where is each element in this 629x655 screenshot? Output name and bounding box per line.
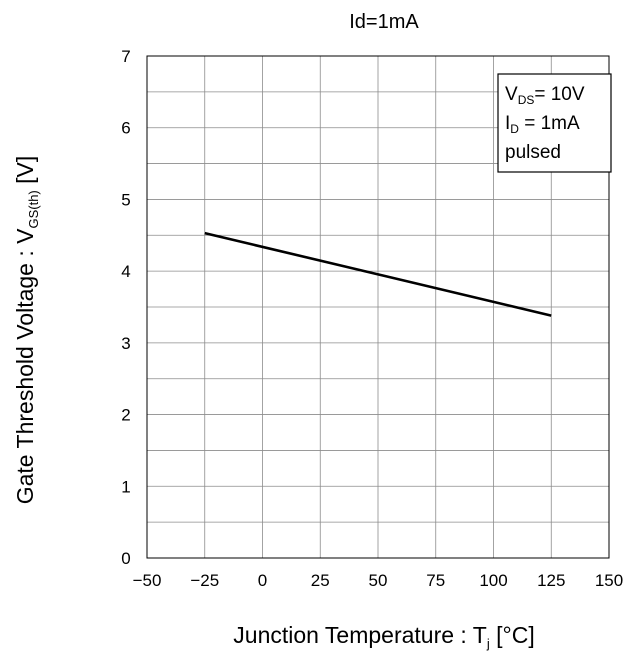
y-tick-label: 0: [121, 549, 130, 568]
y-tick-label: 4: [121, 262, 130, 281]
svg-text:Gate Threshold Voltage : VGS(t: Gate Threshold Voltage : VGS(th) [V]: [12, 156, 41, 505]
x-tick-label: 75: [426, 571, 445, 590]
y-tick-label: 7: [121, 47, 130, 66]
x-tick-label: 25: [311, 571, 330, 590]
legend-line-pulsed: pulsed: [505, 142, 561, 163]
legend-box: VDS= 10V ID = 1mA pulsed: [497, 73, 612, 173]
legend-line-vds: VDS= 10V: [505, 84, 585, 107]
svg-text:Junction Temperature : Tj [°C]: Junction Temperature : Tj [°C]: [233, 622, 534, 651]
x-axis-label-main: Junction Temperature : T: [233, 622, 487, 648]
y-tick-labels: 0 1 2 3 4 5 6 7: [121, 47, 130, 568]
legend-line-vds-main: V: [505, 84, 518, 105]
x-tick-label: 125: [537, 571, 565, 590]
x-axis-label-sub: j: [486, 636, 490, 651]
y-tick-label: 3: [121, 334, 130, 353]
y-axis-label-unit: [V]: [12, 156, 38, 191]
chart-title: Id=1mA: [349, 11, 419, 33]
y-tick-label: 6: [121, 119, 130, 138]
legend-line-id-sub: D: [510, 122, 519, 136]
x-tick-label: 0: [258, 571, 267, 590]
x-tick-label: −50: [133, 571, 162, 590]
x-tick-label: −25: [190, 571, 219, 590]
series-layer: [204, 231, 552, 317]
legend-line-id-main: I: [505, 113, 510, 134]
legend-line-vds-sub: DS: [518, 93, 535, 107]
x-tick-label: 100: [479, 571, 507, 590]
x-tick-label: 50: [369, 571, 388, 590]
legend-line-id-rest: = 1mA: [519, 113, 580, 134]
y-tick-label: 5: [121, 190, 130, 209]
x-axis-label-unit: [°C]: [490, 622, 535, 648]
x-tick-label: 150: [595, 571, 623, 590]
legend-line-id: ID = 1mA: [505, 113, 580, 136]
plot-frame: [146, 55, 610, 559]
y-tick-label: 2: [121, 406, 130, 425]
x-tick-labels: −50 −25 0 25 50 75 100 125 150: [133, 571, 624, 590]
y-axis-label-sub: GS(th): [26, 190, 41, 228]
y-axis-label: Gate Threshold Voltage : VGS(th) [V]: [12, 156, 41, 505]
legend-frame: [497, 73, 612, 173]
y-axis-label-main: Gate Threshold Voltage : V: [12, 228, 38, 504]
legend-line-vds-rest: = 10V: [534, 84, 585, 105]
x-axis-label: Junction Temperature : Tj [°C]: [233, 622, 534, 651]
y-tick-label: 1: [121, 477, 130, 496]
plot-grid: [147, 56, 609, 558]
series-line-vgsth: [204, 231, 552, 317]
